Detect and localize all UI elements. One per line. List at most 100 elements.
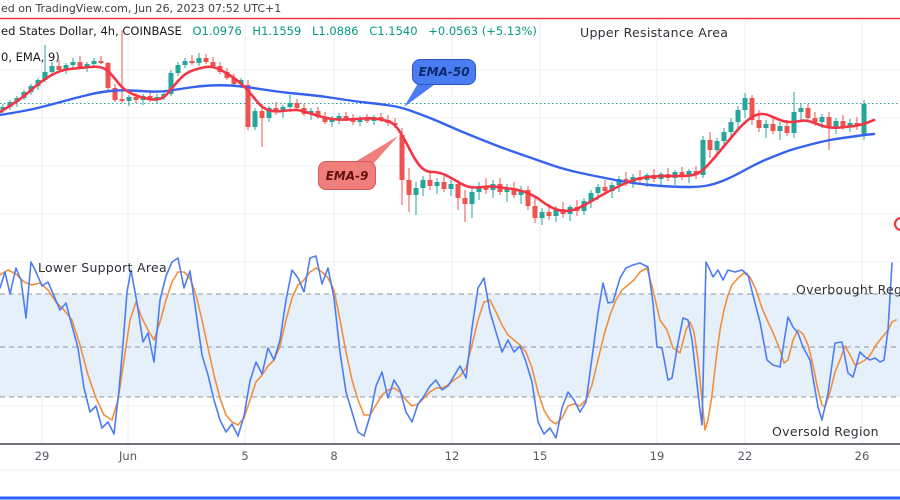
candle-body: [455, 184, 461, 198]
candle-body: [679, 172, 685, 176]
ohlc-close: C1.1540: [369, 24, 418, 38]
candle-body: [252, 111, 258, 127]
candle-body: [826, 117, 832, 128]
candle-body: [525, 190, 531, 206]
symbol-info-bar: ed States Dollar, 4h, COINBASE O1.0976 H…: [1, 24, 537, 38]
ohlc-high: H1.1559: [252, 24, 302, 38]
x-axis-tick-label: 12: [444, 449, 460, 463]
overbought-region-label: Overbought Region: [796, 282, 900, 297]
candle-body: [483, 186, 489, 190]
candle-body: [350, 119, 356, 122]
candle-body: [546, 212, 552, 216]
candle-body: [322, 117, 328, 122]
red-circle-marker: [893, 216, 900, 232]
candle-body: [434, 182, 440, 186]
candle-body: [210, 62, 216, 66]
candle-body: [98, 61, 104, 63]
candle-body: [49, 66, 55, 72]
candle-body: [847, 123, 853, 127]
candle-body: [112, 88, 118, 100]
x-axis-tick-label: 29: [34, 449, 50, 463]
ema50-callout-label: EMA-50: [418, 65, 470, 79]
x-axis-tick-label: 5: [241, 449, 249, 463]
candle-body: [812, 118, 818, 122]
ema9-callout-label: EMA-9: [325, 168, 369, 183]
candle-body: [742, 98, 748, 110]
candle-body: [245, 85, 251, 127]
symbol-name: ed States Dollar, 4h, COINBASE: [1, 24, 182, 38]
candle-body: [126, 97, 132, 101]
candle-body: [133, 97, 139, 100]
candle-body: [203, 58, 209, 62]
candle-body: [833, 121, 839, 128]
candle-body: [231, 78, 237, 84]
x-axis-tick-label: 26: [854, 449, 870, 463]
lower-support-area-label: Lower Support Area: [38, 260, 167, 275]
candle-body: [399, 135, 405, 180]
candle-body: [168, 73, 174, 94]
candle-body: [357, 118, 363, 122]
candle-body: [441, 182, 447, 189]
candle-body: [175, 65, 181, 73]
candle-body: [623, 179, 629, 182]
candle-body: [189, 61, 195, 63]
candle-body: [119, 99, 125, 101]
candle-body: [553, 209, 559, 216]
candle-body: [63, 65, 69, 70]
x-axis-tick-label: Jun: [119, 449, 137, 463]
ohlc-low: L1.0886: [311, 24, 359, 38]
candle-body: [840, 121, 846, 127]
candle-body: [819, 117, 825, 122]
candle-body: [861, 104, 867, 134]
ohlc-change: +0.0563 (+5.13%): [428, 24, 537, 38]
candle-body: [336, 116, 342, 119]
candle-body: [476, 186, 482, 192]
candle-body: [147, 96, 153, 99]
candle-body: [413, 188, 419, 195]
candle-body: [329, 119, 335, 122]
candle-body: [511, 188, 517, 195]
candle-body: [798, 108, 804, 112]
candle-body: [714, 141, 720, 150]
candle-body: [602, 187, 608, 191]
candle-body: [105, 63, 111, 88]
candle-body: [805, 108, 811, 118]
candle-body: [609, 185, 615, 191]
candle-body: [462, 198, 468, 204]
candle-body: [287, 103, 293, 107]
candle-body: [0, 107, 6, 110]
candle-body: [427, 180, 433, 186]
candle-body: [42, 72, 48, 80]
candle-body: [294, 103, 300, 108]
candle-body: [315, 111, 321, 117]
candle-body: [469, 192, 475, 204]
candle-body: [518, 190, 524, 195]
candle-body: [728, 122, 734, 132]
candle-body: [70, 62, 76, 65]
ema50-callout: EMA-50: [412, 59, 476, 85]
candle-body: [784, 126, 790, 133]
candle-body: [707, 140, 713, 150]
candle-body: [756, 120, 762, 128]
candle-body: [721, 132, 727, 141]
candle-body: [420, 180, 426, 188]
candle-body: [91, 61, 97, 64]
candle-body: [77, 62, 83, 68]
candle-body: [588, 193, 594, 201]
ema9-callout: EMA-9: [318, 161, 376, 190]
candle-body: [406, 180, 412, 195]
candle-body: [280, 107, 286, 112]
candle-body: [770, 124, 776, 131]
x-axis-tick-label: 19: [649, 449, 665, 463]
candle-body: [763, 124, 769, 128]
candle-body: [448, 184, 454, 189]
candle-body: [154, 97, 160, 99]
candle-body: [595, 187, 601, 193]
candle-body: [196, 58, 202, 63]
x-axis-tick-label: 8: [330, 449, 338, 463]
candle-body: [616, 179, 622, 185]
candle-body: [735, 110, 741, 122]
candle-body: [182, 61, 188, 65]
candle-body: [504, 188, 510, 192]
